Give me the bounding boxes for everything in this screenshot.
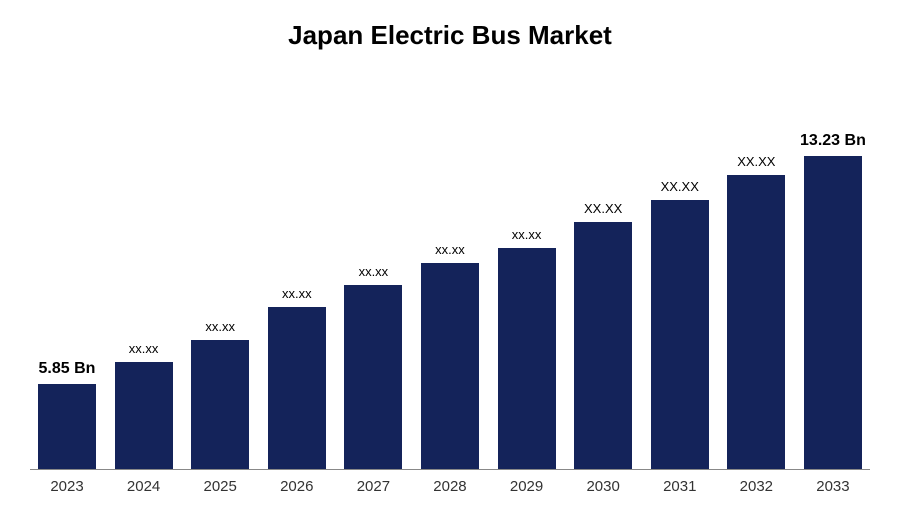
bar-value-label: xx.xx — [359, 264, 389, 279]
x-axis: 2023 2024 2025 2026 2027 2028 2029 2030 2031 2032… — [30, 470, 870, 495]
bar-group: xx.xx — [421, 101, 479, 469]
chart-container: Japan Electric Bus Market 5.85 Bn xx.xx xx… — [0, 0, 900, 525]
bar-group: 5.85 Bn — [38, 101, 96, 469]
bar-value-label: XX.XX — [661, 179, 699, 194]
bar-value-label: 13.23 Bn — [800, 132, 866, 150]
x-axis-label: 2033 — [804, 478, 862, 495]
bar-group: xx.xx — [115, 101, 173, 469]
x-axis-label: 2032 — [727, 478, 785, 495]
bar — [115, 362, 173, 469]
bar — [38, 384, 96, 469]
bar — [268, 307, 326, 469]
bar — [651, 200, 709, 469]
x-axis-label: 2024 — [115, 478, 173, 495]
bar-value-label: xx.xx — [435, 242, 465, 257]
plot-area: 5.85 Bn xx.xx xx.xx xx.xx xx.xx xx.xx xx.xx XX.… — [30, 101, 870, 470]
bar-value-label: xx.xx — [282, 286, 312, 301]
bar — [727, 175, 785, 469]
x-axis-label: 2028 — [421, 478, 479, 495]
bar-value-label: XX.XX — [584, 201, 622, 216]
x-axis-label: 2023 — [38, 478, 96, 495]
bar-value-label: xx.xx — [129, 341, 159, 356]
bar-value-label: xx.xx — [512, 227, 542, 242]
bar — [498, 248, 556, 469]
bar — [344, 285, 402, 469]
chart-title: Japan Electric Bus Market — [30, 20, 870, 51]
bar-group: xx.xx — [268, 101, 326, 469]
bar-group: XX.XX — [727, 101, 785, 469]
bar-group: xx.xx — [498, 101, 556, 469]
bar-group: XX.XX — [651, 101, 709, 469]
bar — [804, 156, 862, 469]
bar-group: 13.23 Bn — [804, 101, 862, 469]
bar-value-label: xx.xx — [205, 319, 235, 334]
bar-group: xx.xx — [344, 101, 402, 469]
bar — [421, 263, 479, 469]
x-axis-label: 2031 — [651, 478, 709, 495]
bar-group: xx.xx — [191, 101, 249, 469]
bar — [574, 222, 632, 469]
bar-group: XX.XX — [574, 101, 632, 469]
bar — [191, 340, 249, 469]
x-axis-label: 2026 — [268, 478, 326, 495]
x-axis-label: 2027 — [344, 478, 402, 495]
bar-value-label: 5.85 Bn — [39, 360, 96, 378]
bar-value-label: XX.XX — [737, 154, 775, 169]
x-axis-label: 2029 — [498, 478, 556, 495]
x-axis-label: 2025 — [191, 478, 249, 495]
x-axis-label: 2030 — [574, 478, 632, 495]
